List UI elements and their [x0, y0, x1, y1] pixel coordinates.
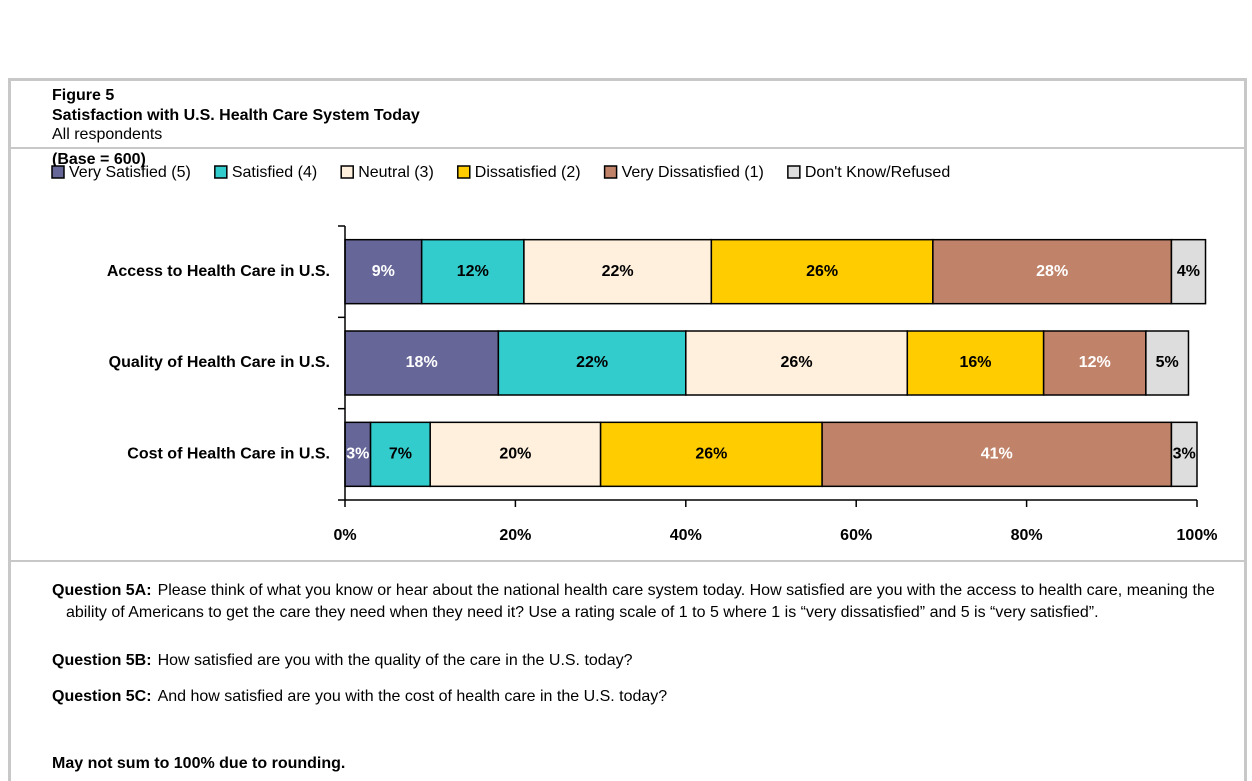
bar-segment	[344, 238, 423, 305]
legend-swatch	[457, 165, 471, 179]
question-label: Question 5B:	[52, 652, 152, 669]
bar-segment	[1170, 421, 1198, 488]
bar-segment	[523, 238, 713, 305]
separator	[11, 560, 1244, 562]
legend-swatch	[603, 165, 618, 179]
question-label: Question 5A:	[52, 582, 152, 599]
legend-label: Very Dissatisfied (1)	[622, 164, 764, 181]
data-label: 3%	[1173, 446, 1196, 463]
question: Question 5A: Please think of what you kno…	[52, 580, 1226, 624]
x-tick-label: 40%	[670, 527, 702, 544]
question-label: Question 5C:	[52, 688, 152, 705]
question-text: How satisfied are you with the quality o…	[157, 652, 633, 669]
question-text: And how satisfied are you with the cost …	[157, 688, 668, 705]
chart-title: Satisfaction with U.S. Health Care Syste…	[52, 107, 420, 124]
bar-segment	[821, 421, 1173, 488]
data-label: 26%	[806, 263, 838, 280]
y-tick-label: Quality of Health Care in U.S.	[109, 354, 330, 371]
data-label: 16%	[959, 354, 991, 371]
legend-label: Very Satisfied (5)	[69, 164, 191, 181]
legend-label: Don't Know/Refused	[805, 164, 950, 181]
bar-segment	[429, 421, 602, 488]
data-label: 12%	[457, 263, 489, 280]
data-label: 28%	[1036, 263, 1068, 280]
bar-segment	[932, 238, 1173, 305]
x-tick-label: 100%	[1177, 527, 1218, 544]
data-label: 4%	[1177, 263, 1200, 280]
data-label: 7%	[389, 446, 412, 463]
data-label: 20%	[499, 446, 531, 463]
data-label: 3%	[346, 446, 369, 463]
footnote: May not sum to 100% due to rounding.	[52, 755, 346, 772]
data-label: 26%	[695, 446, 727, 463]
legend-label: Dissatisfied (2)	[475, 164, 581, 181]
bar-segment	[906, 330, 1045, 396]
data-label: 18%	[406, 354, 438, 371]
bar-segment	[369, 421, 431, 488]
legend-swatch	[340, 165, 354, 179]
x-tick-label: 20%	[499, 527, 531, 544]
legend-swatch	[214, 165, 228, 179]
figure-label: Figure 5	[52, 87, 114, 104]
bar-segment	[1170, 238, 1207, 305]
chart-subtitle: All respondents	[52, 126, 162, 143]
data-label: 22%	[576, 354, 608, 371]
legend-swatch	[787, 165, 801, 179]
data-label: 41%	[981, 446, 1013, 463]
legend-label: Neutral (3)	[358, 164, 434, 181]
legend-swatch	[51, 165, 65, 179]
separator	[11, 147, 1244, 149]
data-label: 12%	[1079, 354, 1111, 371]
data-label: 9%	[372, 263, 395, 280]
bar-segment	[1145, 330, 1190, 396]
bar-segment	[497, 330, 687, 396]
question: Question 5C: And how satisfied are you wi…	[52, 686, 1226, 708]
y-tick-label: Cost of Health Care in U.S.	[127, 446, 330, 463]
x-tick-label: 80%	[1011, 527, 1043, 544]
bar-segment	[1042, 330, 1147, 396]
question-text: Please think of what you know or hear ab…	[66, 582, 1215, 621]
base-note: (Base = 600)	[52, 151, 146, 168]
chart: Figure 5 Satisfaction with U.S. Health C…	[51, 87, 1218, 544]
data-label: 5%	[1156, 354, 1179, 371]
x-tick-label: 0%	[333, 527, 356, 544]
bar-segment	[599, 421, 823, 488]
legend-label: Satisfied (4)	[232, 164, 317, 181]
data-label: 22%	[602, 263, 634, 280]
bar-segment	[420, 238, 525, 305]
bar-segment	[710, 238, 934, 305]
question: Question 5B: How satisfied are you with t…	[52, 650, 1226, 672]
data-label: 26%	[781, 354, 813, 371]
y-tick-label: Access to Health Care in U.S.	[107, 263, 330, 280]
frame	[8, 78, 1247, 781]
x-tick-label: 60%	[840, 527, 872, 544]
bar-segment	[685, 330, 909, 396]
